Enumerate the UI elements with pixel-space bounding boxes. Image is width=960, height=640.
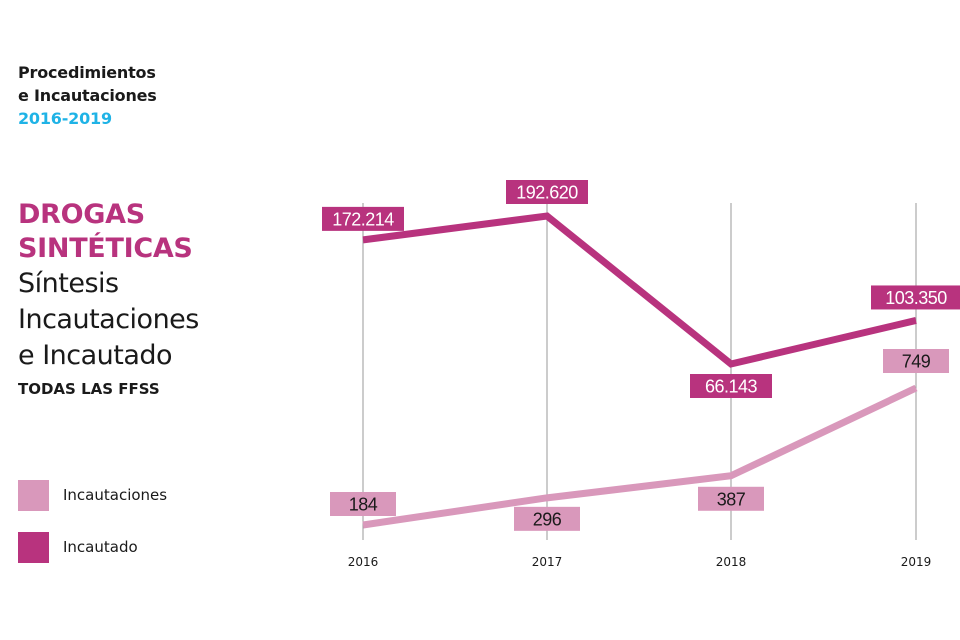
x-tick-label-2018: 2018 [716, 555, 747, 569]
data-label-incautado-2017: 192.620 [516, 183, 578, 203]
legend-swatch-incautaciones [18, 479, 49, 511]
legend-swatch-incautado [18, 531, 49, 563]
data-label-incautado-2018: 66.143 [705, 377, 758, 397]
legend-item-incautado: Incautado [18, 530, 167, 564]
header-line-1: Procedimientos [18, 63, 156, 82]
header-line-2: e Incautaciones [18, 86, 157, 105]
data-label-incautado-2016: 172.214 [332, 209, 394, 229]
data-label-incautaciones-2018: 387 [717, 489, 746, 509]
data-label-incautaciones-2018-box [698, 486, 764, 511]
header-years: 2016-2019 [18, 109, 112, 128]
data-label-incautaciones-2016: 184 [349, 495, 378, 515]
legend-item-incautaciones: Incautaciones [18, 478, 167, 512]
title-drogas: DROGAS [18, 199, 145, 230]
data-label-incautado-2019: 103.350 [885, 288, 947, 308]
legend-label-incautado: Incautado [63, 538, 138, 556]
data-label-incautaciones-2019: 749 [902, 352, 931, 372]
subtitle-incautaciones: Incautaciones [18, 304, 199, 335]
title-sinteticas: SINTÉTICAS [18, 233, 193, 264]
data-label-incautaciones-2017-box [514, 506, 580, 531]
series-line-incautado [362, 212, 917, 368]
scope-label: TODAS LAS FFSS [18, 380, 160, 398]
subtitle-incautado: e Incautado [18, 340, 173, 371]
data-label-incautado-2017-box [506, 180, 588, 204]
header: Procedimientos e Incautaciones 2016-2019 [18, 61, 157, 130]
subtitle-sintesis: Síntesis [18, 268, 119, 299]
data-label-incautaciones-2016-box [330, 492, 396, 516]
data-label-incautaciones-2019-box [883, 349, 949, 373]
legend-label-incautaciones: Incautaciones [63, 486, 168, 504]
x-tick-label-2019: 2019 [901, 555, 932, 569]
x-tick-label-2016: 2016 [348, 555, 379, 569]
data-label-incautado-2019-box [871, 285, 960, 310]
side-title-block: DROGAS SINTÉTICAS Síntesis Incautaciones… [18, 198, 199, 398]
series-line-incautaciones [362, 384, 918, 529]
legend: Incautaciones Incautado [18, 478, 167, 582]
data-label-incautaciones-2017: 296 [533, 509, 562, 529]
data-label-incautado-2018-box [690, 374, 772, 398]
data-label-incautado-2016-box [322, 206, 404, 231]
x-tick-label-2017: 2017 [532, 555, 563, 569]
